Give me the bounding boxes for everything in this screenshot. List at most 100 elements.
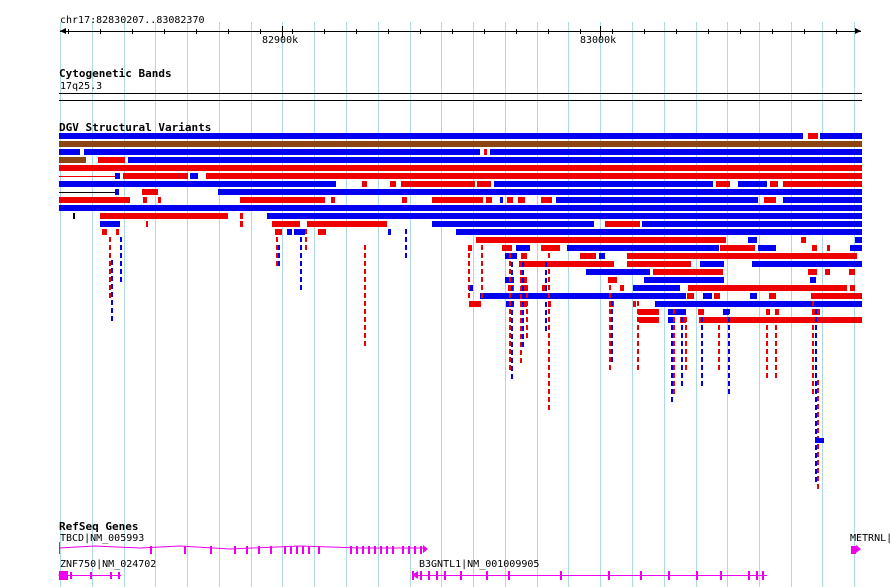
variant [511,278,513,283]
variant [718,317,720,322]
variant [812,341,814,346]
variant [468,245,470,250]
variant [522,270,524,275]
grid-line [155,22,156,587]
variant [509,365,511,370]
gene-exon-tbcd [380,546,382,554]
variant [468,269,470,274]
ruler-minor-tick [324,29,325,34]
variant [545,286,547,291]
variant [362,181,367,187]
variant [305,237,307,242]
variant [109,277,111,282]
variant [275,229,282,235]
grid-line [92,22,93,587]
variant [509,333,511,338]
gene-label-b3gntl1[interactable]: B3GNTL1|NM_001009905 [419,559,540,570]
variant [681,349,683,354]
variant [364,301,366,306]
variant [567,245,719,251]
variant [815,325,817,330]
grid-line [282,22,283,587]
cytoband-bar[interactable] [0,0,890,110]
variant [520,334,522,339]
variant [405,253,407,258]
variant [405,237,407,242]
variant [685,341,687,346]
variant [190,173,198,179]
variant [511,334,513,339]
variant [609,285,611,290]
variant [364,261,366,266]
variant [627,261,691,267]
variant [142,189,158,195]
variant [545,310,547,315]
variant [817,476,819,481]
variant [766,357,768,362]
grid-line [219,22,220,587]
variant [509,325,511,330]
variant [526,285,528,290]
variant [548,365,550,370]
variant [548,405,550,410]
variant [509,309,511,314]
coordinate-ruler[interactable] [0,0,890,60]
variant [671,349,673,354]
variant [817,380,819,385]
variant [728,389,730,394]
variant [723,309,729,315]
variant [769,293,776,299]
tick-label-83000k: 83000k [580,35,617,46]
variant [307,221,387,227]
variant [750,293,757,299]
gene-exon-tbcd [150,546,152,554]
variant [545,326,547,331]
variant [276,245,278,250]
variant [611,301,613,306]
variant [511,366,513,371]
variant [59,197,130,203]
gene-exon-b3gntl1 [444,571,446,580]
variant [728,357,730,362]
variant [825,269,830,275]
gene-label-znf750[interactable]: ZNF750|NM_024702 [60,559,157,570]
variant [700,261,724,267]
variant [766,341,768,346]
gene-exon-b3gntl1 [668,571,670,580]
gene-exon-b3gntl1 [460,571,462,580]
variant [469,301,481,307]
gene-label-metrnl[interactable]: METRNL| [850,533,890,544]
variant [548,317,550,322]
gene-label-tbcd[interactable]: TBCD|NM_005993 [60,533,145,544]
variant [481,253,483,258]
variant [637,325,639,330]
variant [111,308,113,313]
variant [827,245,830,251]
variant [812,317,814,322]
variant [481,269,483,274]
variant [109,269,111,274]
variant [556,197,758,203]
variant [102,229,107,235]
variant [812,381,814,386]
variant [817,404,819,409]
variant [808,133,818,139]
variant [766,349,768,354]
gene-intron-tbcd [58,545,425,550]
variant [812,309,814,314]
variant [143,197,147,203]
variant [728,373,730,378]
gene-exon-tbcd [350,546,352,554]
variant [609,293,611,298]
variant [637,357,639,362]
variant [671,333,673,338]
gene-intron-b3gntl1 [412,575,767,576]
variant [681,309,683,314]
variant [817,420,819,425]
ruler-minor-tick [484,29,485,34]
variant [522,278,524,283]
variant [637,317,639,322]
variant [484,149,487,155]
